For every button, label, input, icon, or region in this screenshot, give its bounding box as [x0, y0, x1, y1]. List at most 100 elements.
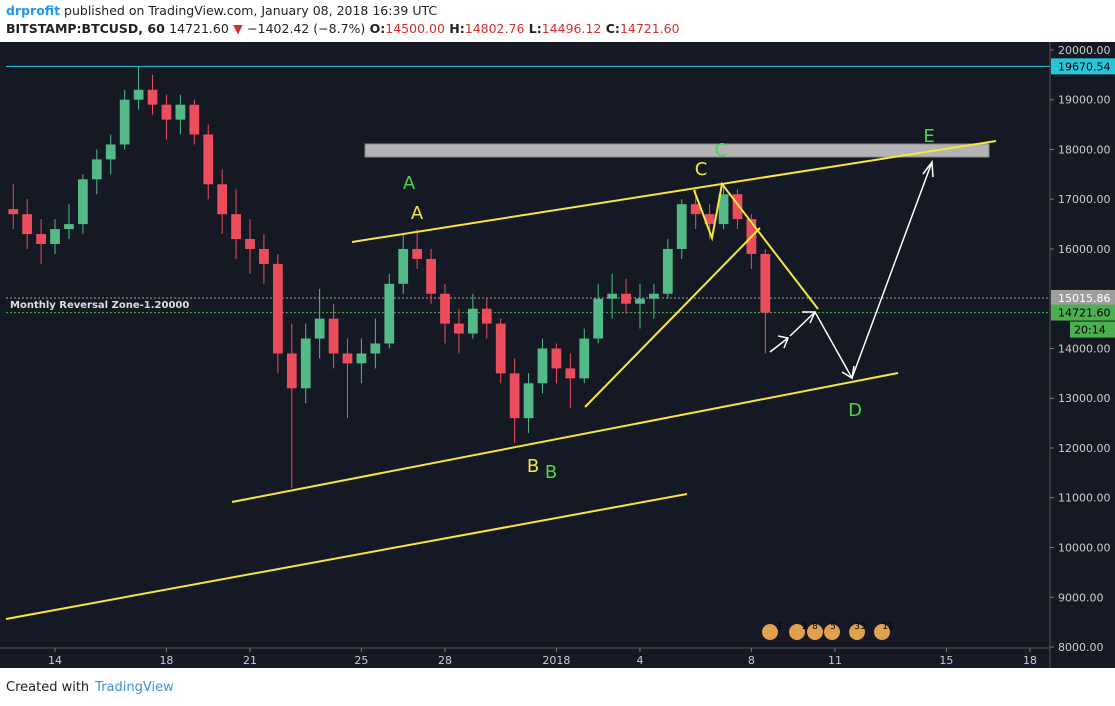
- wave-label: C: [715, 140, 728, 161]
- ohlc-label: H:: [449, 21, 465, 36]
- ohlc-label: O:: [369, 21, 386, 36]
- resistance-box[interactable]: [364, 143, 990, 158]
- candle-body: [328, 318, 339, 354]
- event-icon[interactable]: [824, 624, 840, 640]
- candle-body: [286, 353, 297, 389]
- candle-body: [621, 293, 631, 304]
- arrow-head: [841, 365, 855, 380]
- price-tag: [1051, 304, 1115, 321]
- y-tick-label: 14000.00: [1058, 342, 1111, 355]
- countdown: 20:14: [1074, 324, 1106, 337]
- candle-body: [91, 159, 102, 180]
- event-count: 33: [854, 622, 865, 632]
- arrow-head: [777, 335, 790, 349]
- arrow[interactable]: [769, 337, 789, 353]
- candle-body: [8, 209, 19, 215]
- candle-body: [509, 373, 520, 419]
- candle-body: [64, 224, 74, 230]
- event-count: 11: [882, 622, 893, 632]
- candle-body: [105, 144, 116, 160]
- event-icon[interactable]: [807, 624, 823, 640]
- trend-line[interactable]: [584, 227, 761, 408]
- y-tick-label: 18000.00: [1058, 143, 1111, 156]
- y-tick-label: 17000.00: [1058, 193, 1111, 206]
- candle-body: [342, 353, 353, 364]
- candle-body: [161, 104, 172, 120]
- candle-body: [579, 338, 590, 379]
- x-tick-label: 2018: [542, 654, 570, 667]
- y-tick-label: 9000.00: [1058, 591, 1104, 604]
- ohlc-label: C:: [605, 21, 620, 36]
- candle-body: [607, 293, 617, 299]
- candle-body: [22, 214, 33, 235]
- trend-line[interactable]: [231, 372, 899, 503]
- candle-body: [649, 293, 659, 299]
- candle-body: [523, 383, 534, 419]
- event-icon[interactable]: [874, 624, 890, 640]
- candle-body: [50, 229, 60, 244]
- candle-body: [467, 308, 478, 334]
- candle-body: [676, 204, 687, 249]
- wave-label: A: [403, 173, 416, 194]
- candle-body: [245, 239, 255, 249]
- arrow[interactable]: [789, 311, 816, 337]
- candle-body: [481, 308, 492, 324]
- zone-label: Monthly Reversal Zone-1.20000: [10, 300, 189, 311]
- candle-body: [78, 179, 88, 225]
- candle-body: [147, 89, 158, 105]
- wave-label: B: [545, 462, 557, 483]
- change: −1402.42 (−8.7%): [247, 21, 366, 36]
- symbol-line: BITSTAMP:BTCUSD, 60 14721.60 ▼ −1402.42 …: [6, 21, 680, 36]
- event-count: 8: [812, 622, 818, 632]
- drawings: [5, 140, 997, 620]
- zigzag[interactable]: [693, 181, 819, 310]
- candle-body: [203, 134, 214, 185]
- wave-label: D: [848, 400, 862, 421]
- price-tag-label: 14721.60: [1058, 307, 1111, 320]
- event-count: 3: [776, 622, 782, 632]
- price-tag: [1051, 58, 1115, 75]
- brand[interactable]: TradingView: [95, 680, 174, 695]
- candle-body: [718, 194, 729, 225]
- candle-body: [133, 89, 144, 100]
- x-tick-label: 15: [939, 654, 953, 667]
- candle-body: [300, 338, 311, 389]
- candle-body: [370, 343, 381, 354]
- created-with: Created with: [6, 680, 90, 695]
- candle-body: [635, 298, 645, 304]
- x-tick-label: 28: [438, 654, 452, 667]
- chart: 3 2 8 5 33 11 Monthly Reversal Zone-1.20…: [0, 42, 1115, 668]
- header-line: drprofit published on TradingView.com, J…: [6, 3, 437, 18]
- event-icon[interactable]: [849, 624, 865, 640]
- event-icon[interactable]: [789, 624, 805, 640]
- price-tag-label: 15015.86: [1058, 292, 1111, 305]
- trend-line[interactable]: [5, 493, 688, 620]
- last-price: 14721.60: [169, 21, 229, 36]
- candle-body: [537, 348, 548, 384]
- y-tick-label: 10000.00: [1058, 541, 1111, 554]
- candle-body: [217, 184, 228, 215]
- trend-line[interactable]: [351, 140, 997, 243]
- wave-label: A: [411, 203, 424, 224]
- candle-body: [760, 253, 771, 313]
- candle-body: [593, 298, 604, 339]
- candle-body: [732, 194, 743, 220]
- candle-body: [272, 263, 283, 354]
- event-count: 5: [830, 622, 836, 632]
- change-arrow: ▼: [233, 21, 243, 36]
- candle-body: [398, 248, 409, 284]
- author[interactable]: drprofit: [6, 3, 61, 18]
- ohlc-value: 14496.12: [541, 21, 602, 36]
- wave-label: E: [923, 126, 934, 147]
- arrow-head: [802, 311, 817, 324]
- event-icon[interactable]: [762, 624, 778, 640]
- candle-body: [119, 99, 130, 145]
- x-tick-label: 18: [1023, 654, 1037, 667]
- candle-body: [259, 248, 269, 264]
- wave-label: B: [527, 456, 539, 477]
- y-tick-label: 20000.00: [1058, 44, 1111, 57]
- y-tick-label: 8000.00: [1058, 641, 1104, 654]
- footer: Created with TradingView: [6, 680, 174, 695]
- candle-body: [454, 323, 464, 334]
